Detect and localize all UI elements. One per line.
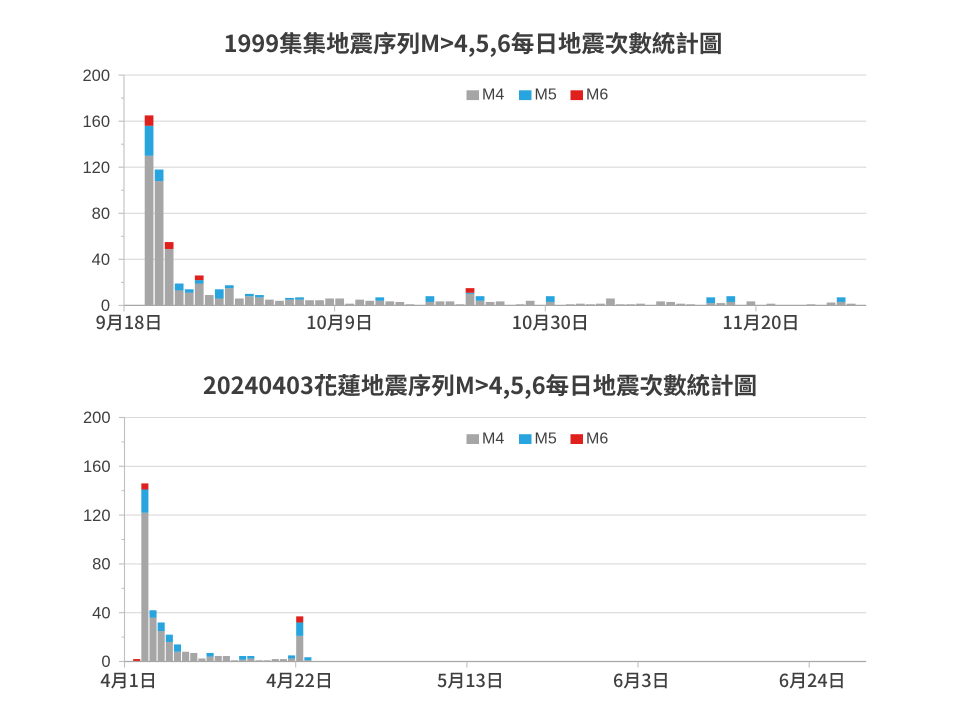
svg-text:120: 120 <box>82 159 110 177</box>
svg-text:40: 40 <box>92 251 110 269</box>
svg-text:0: 0 <box>101 653 110 671</box>
svg-text:M6: M6 <box>586 431 608 448</box>
svg-text:M4: M4 <box>482 87 504 104</box>
svg-text:40: 40 <box>92 604 110 622</box>
svg-text:120: 120 <box>83 507 111 525</box>
svg-text:80: 80 <box>92 205 110 223</box>
svg-text:M5: M5 <box>535 431 557 448</box>
svg-text:M6: M6 <box>586 87 608 104</box>
svg-text:160: 160 <box>82 113 110 131</box>
svg-text:M4: M4 <box>482 431 504 448</box>
svg-text:160: 160 <box>83 458 111 476</box>
svg-text:200: 200 <box>82 67 110 85</box>
svg-text:80: 80 <box>92 556 110 574</box>
svg-text:200: 200 <box>83 409 111 427</box>
svg-text:0: 0 <box>101 297 110 315</box>
svg-text:M5: M5 <box>535 87 557 104</box>
